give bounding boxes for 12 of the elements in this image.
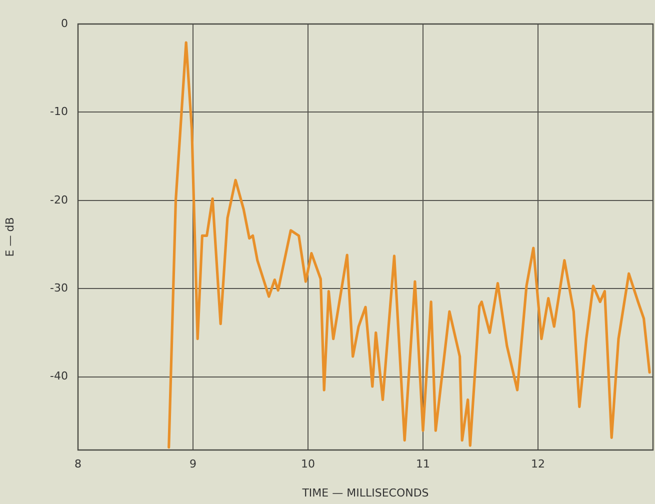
- y-tick-label: -10: [50, 105, 68, 118]
- y-tick-label: -20: [50, 193, 68, 206]
- y-axis-title: E — dB: [3, 217, 16, 257]
- x-tick-label: 9: [190, 457, 196, 470]
- x-tick-label: 10: [301, 457, 315, 470]
- x-tick-label: 11: [416, 457, 430, 470]
- y-tick-label: 0: [61, 16, 68, 30]
- x-tick-label: 8: [74, 457, 82, 470]
- x-axis-title: TIME — MILLISECONDS: [301, 486, 429, 500]
- y-tick-label: -30: [50, 281, 68, 294]
- y-tick-label: -40: [50, 370, 68, 383]
- x-tick-label: 12: [531, 457, 545, 470]
